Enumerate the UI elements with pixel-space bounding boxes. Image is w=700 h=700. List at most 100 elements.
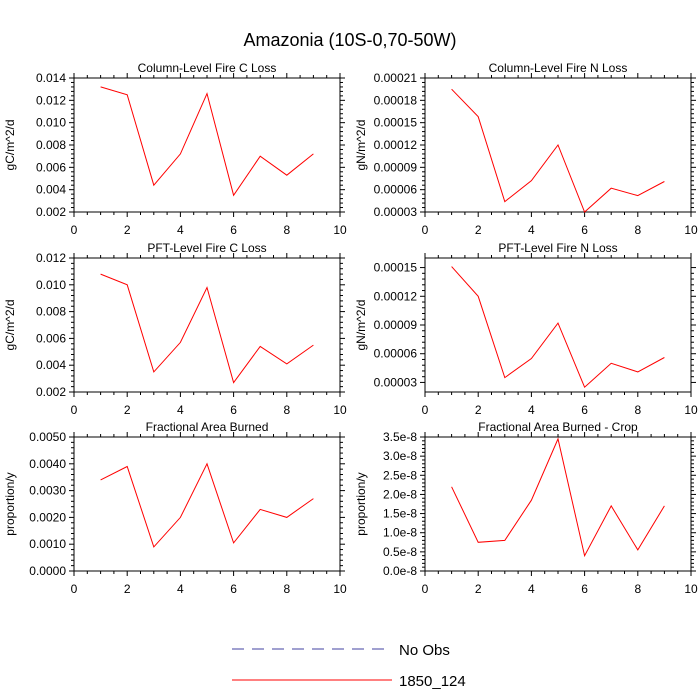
y-tick-label: 3.0e-8 xyxy=(383,449,417,463)
x-tick-label: 10 xyxy=(684,223,698,237)
y-tick-label: 0.002 xyxy=(36,205,66,219)
x-tick-label: 6 xyxy=(581,223,588,237)
x-tick-label: 0 xyxy=(71,582,78,596)
panel-title: Column-Level Fire N Loss xyxy=(489,61,628,75)
series-line xyxy=(100,462,314,548)
y-tick-label: 0.008 xyxy=(36,138,66,152)
y-tick-label: 0.0050 xyxy=(29,430,66,444)
x-tick-label: 2 xyxy=(124,403,131,417)
y-tick-label: 0.012 xyxy=(36,251,66,265)
y-tick-label: 0.0040 xyxy=(29,457,66,471)
y-tick-label: 0.002 xyxy=(36,385,66,399)
y-tick-label: 0.010 xyxy=(36,278,66,292)
y-tick-label: 2.5e-8 xyxy=(383,468,417,482)
series-line xyxy=(100,86,314,197)
x-tick-label: 10 xyxy=(333,223,347,237)
x-tick-label: 2 xyxy=(475,582,482,596)
y-tick-label: 0.014 xyxy=(36,71,66,85)
y-tick-label: 0.0030 xyxy=(29,484,66,498)
panel-title: PFT-Level Fire C Loss xyxy=(147,241,266,255)
y-tick-label: 0.00009 xyxy=(374,318,418,332)
y-tick-label: 0.004 xyxy=(36,358,66,372)
x-tick-label: 8 xyxy=(283,403,290,417)
x-tick-label: 6 xyxy=(581,582,588,596)
panel-title: Fractional Area Burned xyxy=(146,420,269,434)
y-tick-label: 2.0e-8 xyxy=(383,487,417,501)
plot-frame xyxy=(73,77,341,213)
y-tick-label: 0.00003 xyxy=(374,205,418,219)
x-tick-label: 0 xyxy=(422,223,429,237)
x-tick-label: 2 xyxy=(475,223,482,237)
x-tick-label: 6 xyxy=(230,223,237,237)
y-axis-title: gC/m^2/d xyxy=(3,120,17,171)
y-tick-label: 0.0000 xyxy=(29,564,66,578)
panel-6: Fractional Area Burned - Crop 0 2 4 6 8 10 0.0e… xyxy=(354,420,698,596)
y-tick-label: 0.5e-8 xyxy=(383,545,417,559)
x-tick-label: 4 xyxy=(528,403,535,417)
y-tick-label: 0.0010 xyxy=(29,537,66,551)
x-tick-label: 8 xyxy=(634,403,641,417)
y-tick-label: 3.5e-8 xyxy=(383,430,417,444)
y-axis-title: gC/m^2/d xyxy=(3,300,17,351)
x-tick-label: 8 xyxy=(634,223,641,237)
x-tick-label: 4 xyxy=(177,403,184,417)
x-tick-label: 8 xyxy=(283,223,290,237)
y-tick-label: 0.00012 xyxy=(374,138,418,152)
x-tick-label: 0 xyxy=(71,403,78,417)
series-line xyxy=(451,88,665,213)
panel-1: Column-Level Fire C Loss 0 2 4 6 8 10 0.002 0.00… xyxy=(3,61,347,237)
y-tick-label: 0.00021 xyxy=(374,71,418,85)
figure-title: Amazonia (10S-0,70-50W) xyxy=(243,30,456,50)
y-tick-label: 0.0020 xyxy=(29,510,66,524)
plot-frame xyxy=(73,436,341,572)
x-tick-label: 4 xyxy=(177,582,184,596)
y-tick-label: 1.0e-8 xyxy=(383,526,417,540)
x-tick-label: 2 xyxy=(124,582,131,596)
x-tick-label: 2 xyxy=(475,403,482,417)
panel-3: PFT-Level Fire C Loss 0 2 4 6 8 10 0.002 0.004 0.… xyxy=(3,241,347,417)
x-tick-label: 2 xyxy=(124,223,131,237)
legend-label-no-obs: No Obs xyxy=(399,642,450,659)
y-axis-title: gN/m^2/d xyxy=(354,120,368,171)
y-tick-label: 0.008 xyxy=(36,305,66,319)
panel-title: Column-Level Fire C Loss xyxy=(138,61,277,75)
y-tick-label: 0.006 xyxy=(36,331,66,345)
y-tick-label: 0.006 xyxy=(36,160,66,174)
x-tick-label: 4 xyxy=(528,223,535,237)
panel-2: Column-Level Fire N Loss 0 2 4 6 8 10 0.00003 0.… xyxy=(354,61,698,237)
panel-title: Fractional Area Burned - Crop xyxy=(478,420,638,434)
x-tick-label: 8 xyxy=(634,582,641,596)
series-line xyxy=(451,266,665,389)
legend-label-1850-124: 1850_124 xyxy=(399,673,466,690)
y-tick-label: 0.00015 xyxy=(374,261,418,275)
x-tick-label: 0 xyxy=(422,582,429,596)
y-tick-label: 0.00018 xyxy=(374,93,418,107)
x-tick-label: 10 xyxy=(684,403,698,417)
y-axis-title: proportion/y xyxy=(3,472,17,535)
y-tick-label: 0.00003 xyxy=(374,375,418,389)
x-tick-label: 10 xyxy=(684,582,698,596)
y-tick-label: 0.00006 xyxy=(374,347,418,361)
y-tick-label: 0.00009 xyxy=(374,160,418,174)
y-axis-title: gN/m^2/d xyxy=(354,300,368,351)
legend: No Obs 1850_124 xyxy=(232,642,466,690)
plot-frame xyxy=(73,257,341,393)
y-tick-label: 1.5e-8 xyxy=(383,507,417,521)
y-tick-label: 0.010 xyxy=(36,116,66,130)
y-tick-label: 0.004 xyxy=(36,183,66,197)
series-line xyxy=(451,437,665,558)
panel-4: PFT-Level Fire N Loss 0 2 4 6 8 10 0.00003 0.000… xyxy=(354,241,698,417)
y-tick-label: 0.00015 xyxy=(374,116,418,130)
series-line xyxy=(100,273,314,384)
y-axis-title: proportion/y xyxy=(354,472,368,535)
y-tick-label: 0.00006 xyxy=(374,183,418,197)
plot-frame xyxy=(424,436,692,572)
x-tick-label: 0 xyxy=(422,403,429,417)
y-tick-label: 0.0e-8 xyxy=(383,564,417,578)
x-tick-label: 0 xyxy=(71,223,78,237)
panel-5: Fractional Area Burned 0 2 4 6 8 10 0.0000 0.001… xyxy=(3,420,347,596)
panels: Column-Level Fire C Loss 0 2 4 6 8 10 0.002 0.00… xyxy=(3,61,698,596)
panel-title: PFT-Level Fire N Loss xyxy=(498,241,617,255)
x-tick-label: 6 xyxy=(230,403,237,417)
